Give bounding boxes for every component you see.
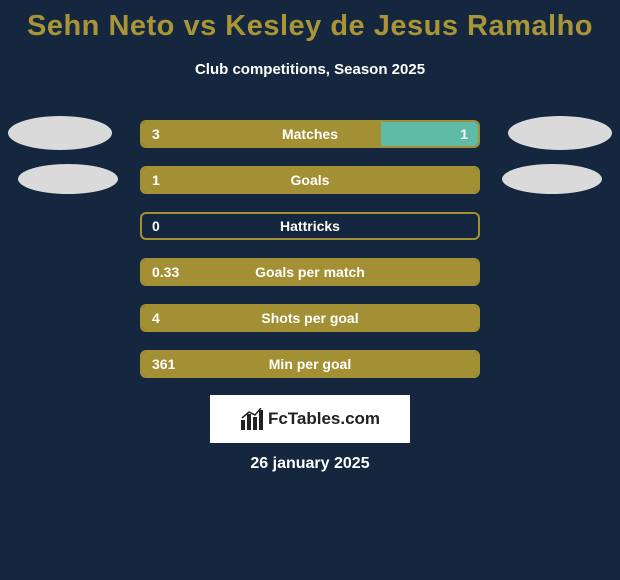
stat-bar: 0Hattricks (140, 212, 480, 240)
fctables-bars-icon (240, 408, 264, 430)
footer-date: 26 january 2025 (0, 455, 620, 473)
stat-row: 0Hattricks (0, 212, 620, 240)
stat-label: Hattricks (142, 214, 478, 238)
stat-bar: 0.33Goals per match (140, 258, 480, 286)
comparison-card: Sehn Neto vs Kesley de Jesus Ramalho Clu… (0, 0, 620, 580)
subtitle: Club competitions, Season 2025 (0, 61, 620, 78)
stat-label: Goals (142, 168, 478, 192)
stat-row: 31Matches (0, 120, 620, 148)
stat-label: Shots per goal (142, 306, 478, 330)
stat-rows: 31Matches 1Goals 0Hattricks 0.33Goals per m… (0, 120, 620, 378)
page-title: Sehn Neto vs Kesley de Jesus Ramalho (0, 0, 620, 43)
stat-row: 361Min per goal (0, 350, 620, 378)
stat-bar: 361Min per goal (140, 350, 480, 378)
player-right-avatar (508, 116, 612, 150)
stat-bar: 1Goals (140, 166, 480, 194)
stat-row: 4Shots per goal (0, 304, 620, 332)
fctables-logo: FcTables.com (210, 395, 410, 443)
player-right-avatar (502, 164, 602, 194)
stat-label: Min per goal (142, 352, 478, 376)
stat-label: Matches (142, 122, 478, 146)
logo-text: FcTables.com (268, 409, 380, 429)
stat-row: 1Goals (0, 166, 620, 194)
stat-row: 0.33Goals per match (0, 258, 620, 286)
stat-bar: 4Shots per goal (140, 304, 480, 332)
player-left-avatar (18, 164, 118, 194)
stat-label: Goals per match (142, 260, 478, 284)
player-left-avatar (8, 116, 112, 150)
stat-bar: 31Matches (140, 120, 480, 148)
